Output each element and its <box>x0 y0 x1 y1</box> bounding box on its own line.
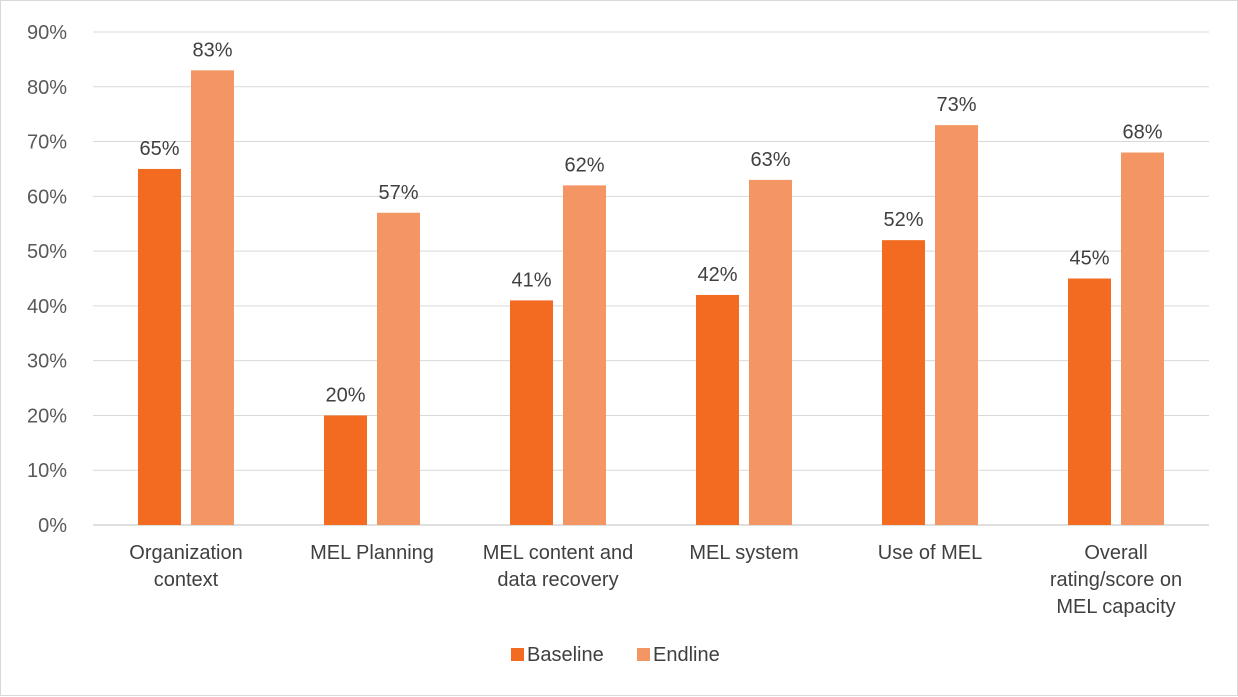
y-tick-label: 40% <box>27 296 67 318</box>
legend-label-baseline: Baseline <box>527 644 604 666</box>
data-label: 41% <box>511 269 551 291</box>
category-label-line: MEL system <box>689 542 798 564</box>
bar-endline <box>935 125 978 525</box>
category-label-line: MEL Planning <box>310 542 434 564</box>
bar-endline <box>377 212 420 525</box>
category-label: MEL Planning <box>310 542 434 564</box>
data-label: 63% <box>750 149 790 171</box>
data-label: 57% <box>378 182 418 204</box>
category-label: MEL content and data recovery <box>483 542 633 591</box>
category-label-line: rating/score on <box>1050 569 1182 591</box>
bar-endline <box>191 70 234 525</box>
bar-baseline <box>138 168 181 525</box>
y-tick-label: 50% <box>27 241 67 263</box>
data-label: 45% <box>1069 248 1109 270</box>
bar-endline <box>563 185 606 525</box>
bar-baseline <box>510 300 553 525</box>
y-tick-label: 80% <box>27 77 67 99</box>
category-label: Organization context <box>129 542 242 591</box>
category-label: MEL system <box>689 542 798 564</box>
y-tick-label: 90% <box>27 22 67 44</box>
bar-endline <box>749 179 792 525</box>
data-label: 68% <box>1122 122 1162 144</box>
bar-baseline <box>324 415 367 525</box>
category-label-line: Organization <box>129 542 242 564</box>
data-label: 73% <box>936 94 976 116</box>
category-label-line: context <box>154 569 219 591</box>
bar-endline <box>1121 152 1164 525</box>
y-tick-label: 70% <box>27 132 67 154</box>
data-label: 20% <box>325 384 365 406</box>
category-label-line: Use of MEL <box>878 542 982 564</box>
data-label: 62% <box>564 154 604 176</box>
category-label-line: Overall <box>1084 542 1147 564</box>
category-label: Overall rating/score on MEL capacity <box>1050 542 1182 618</box>
y-tick-label: 20% <box>27 405 67 427</box>
y-tick-label: 0% <box>38 515 67 537</box>
y-tick-label: 60% <box>27 186 67 208</box>
data-label: 83% <box>192 39 232 61</box>
data-label: 65% <box>139 138 179 160</box>
category-label-line: MEL content and <box>483 542 633 564</box>
category-label-line: data recovery <box>497 569 618 591</box>
data-label: 52% <box>883 209 923 231</box>
category-label-line: MEL capacity <box>1056 596 1175 618</box>
data-label: 42% <box>697 264 737 286</box>
legend-label-endline: Endline <box>653 644 720 666</box>
legend-swatch-baseline <box>511 648 524 661</box>
bar-baseline <box>1068 278 1111 525</box>
category-label: Use of MEL <box>878 542 982 564</box>
legend-swatch-endline <box>637 648 650 661</box>
bar-baseline <box>882 240 925 525</box>
y-tick-label: 10% <box>27 460 67 482</box>
y-tick-label: 30% <box>27 351 67 373</box>
bar-baseline <box>696 294 739 525</box>
